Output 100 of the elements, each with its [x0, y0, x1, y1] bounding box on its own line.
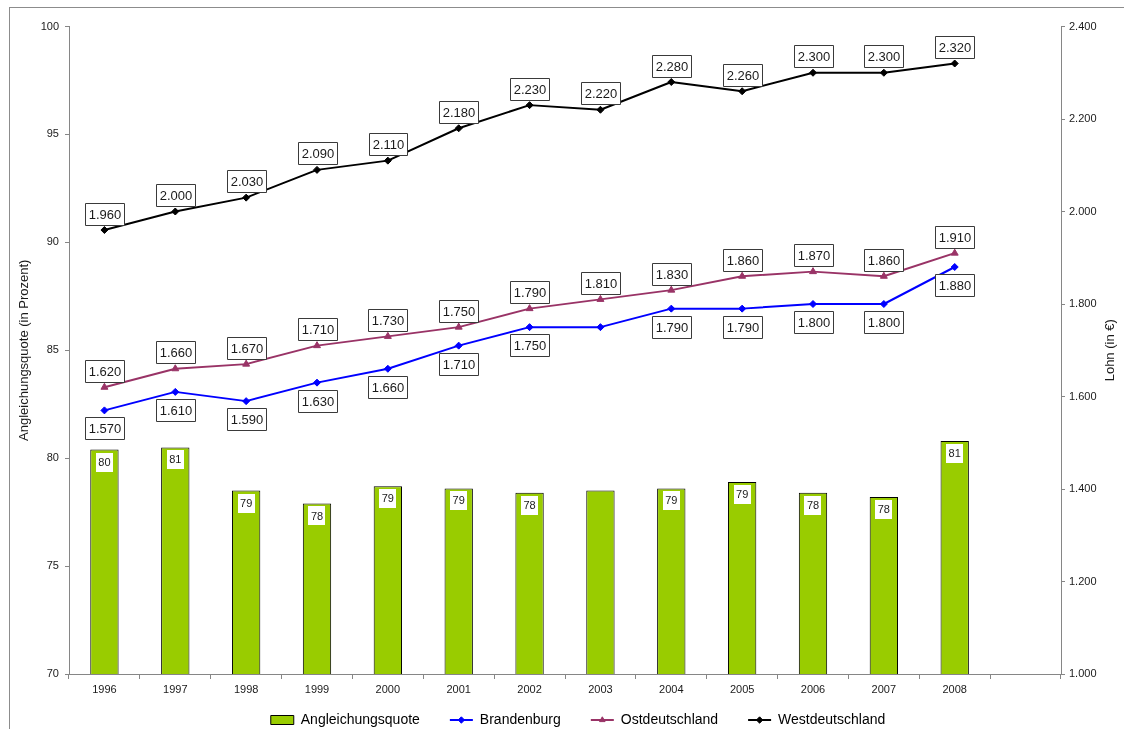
data-label: 2.320	[938, 39, 972, 55]
data-label: 1.790	[655, 319, 689, 335]
point	[100, 226, 109, 234]
x-tick-label: 2006	[800, 682, 826, 695]
point	[738, 304, 747, 313]
point	[242, 193, 251, 202]
x-tick-label: 1997	[163, 682, 188, 695]
data-label: 2.260	[726, 67, 760, 83]
point	[667, 285, 676, 293]
y2-tick-label: 2.200	[1069, 112, 1097, 125]
point	[171, 207, 180, 216]
point	[242, 397, 251, 406]
point	[596, 105, 605, 114]
point	[313, 165, 321, 174]
x-tick-label: 1996	[92, 682, 117, 695]
point	[100, 406, 109, 415]
data-label: 1.620	[88, 363, 122, 379]
y-tick-label: 85	[46, 343, 59, 356]
data-label: 1.660	[159, 344, 193, 360]
data-label: 1.910	[938, 229, 972, 245]
x-tick-label: 2001	[446, 682, 471, 695]
legend-label: Ostdeutschland	[620, 710, 719, 727]
point	[809, 300, 817, 308]
y2-tick-label: 2.400	[1069, 19, 1097, 32]
point	[596, 294, 605, 302]
data-label: 1.880	[938, 277, 972, 293]
point	[383, 364, 392, 373]
point	[596, 323, 605, 332]
y2-tick-label: 1.400	[1069, 482, 1097, 495]
data-label: 1.630	[301, 393, 335, 409]
point	[242, 359, 251, 367]
data-label: 1.570	[88, 420, 122, 436]
point	[738, 87, 747, 96]
point	[454, 124, 463, 133]
point	[100, 382, 109, 390]
y2-tick-label: 1.800	[1069, 297, 1097, 310]
y-tick-label: 90	[46, 235, 59, 248]
data-label: 79	[381, 492, 394, 505]
data-label: 79	[240, 496, 253, 509]
legend-label: Westdeutschland	[778, 710, 886, 727]
y-tick-label: 70	[46, 667, 59, 680]
x-tick-label: 2005	[729, 682, 755, 695]
point	[171, 387, 180, 396]
y-tick-label: 100	[40, 19, 59, 32]
data-label: 78	[806, 498, 820, 511]
point	[809, 267, 817, 275]
data-label: 80	[98, 455, 111, 468]
data-label: 2.030	[230, 173, 264, 189]
point	[879, 271, 888, 279]
y2-axis-title: Lohn (in €)	[1101, 319, 1117, 382]
data-label: 1.810	[584, 275, 618, 291]
x-tick-label: 1998	[233, 682, 259, 695]
data-label: 1.670	[230, 340, 264, 356]
data-label: 2.000	[159, 187, 193, 203]
point	[383, 156, 392, 165]
point	[950, 248, 959, 256]
point	[525, 304, 534, 312]
legend-label: Angleichungsquote	[300, 710, 421, 727]
data-label: 1.730	[371, 312, 405, 328]
x-tick-label: 2004	[659, 682, 684, 695]
legend-label: Brandenburg	[479, 710, 561, 727]
data-label: 2.180	[442, 104, 476, 120]
data-label: 2.280	[655, 58, 689, 74]
data-label: 78	[310, 509, 324, 522]
point	[667, 304, 676, 313]
y-tick-label: 95	[46, 127, 59, 140]
data-label: 1.860	[726, 252, 760, 268]
data-label: 1.960	[88, 206, 122, 222]
y2-tick-label: 1.600	[1069, 389, 1097, 402]
point	[950, 263, 959, 271]
point	[738, 271, 747, 279]
data-label: 79	[736, 487, 749, 500]
x-tick-label: 1999	[304, 682, 330, 695]
y-axis-title: Angleichungsquote (in Prozent)	[15, 259, 31, 441]
data-label: 2.300	[867, 48, 901, 64]
point	[667, 78, 676, 86]
y2-tick-label: 2.000	[1069, 204, 1097, 217]
data-label: 1.860	[867, 252, 901, 268]
data-label: 2.090	[301, 145, 335, 161]
point	[525, 323, 534, 332]
point	[525, 101, 534, 110]
y-tick-label: 75	[46, 559, 59, 572]
y2-tick-label: 1.000	[1069, 667, 1097, 680]
data-label: 1.830	[655, 266, 689, 282]
point	[171, 364, 180, 372]
x-tick-label: 2003	[588, 682, 613, 695]
x-tick-label: 2000	[375, 682, 401, 695]
x-tick-label: 2007	[871, 682, 897, 695]
data-label: 2.230	[513, 81, 547, 97]
data-label: 78	[523, 498, 536, 511]
data-label: 1.710	[301, 321, 335, 337]
data-label: 1.790	[726, 319, 760, 335]
data-label: 1.660	[371, 379, 405, 395]
point	[454, 341, 463, 350]
data-label: 2.220	[584, 85, 618, 101]
x-tick-label: 2008	[942, 682, 967, 695]
data-label: 78	[877, 503, 890, 516]
data-label: 81	[169, 453, 182, 466]
x-tick-label: 2002	[517, 682, 542, 695]
data-label: 81	[948, 446, 961, 459]
